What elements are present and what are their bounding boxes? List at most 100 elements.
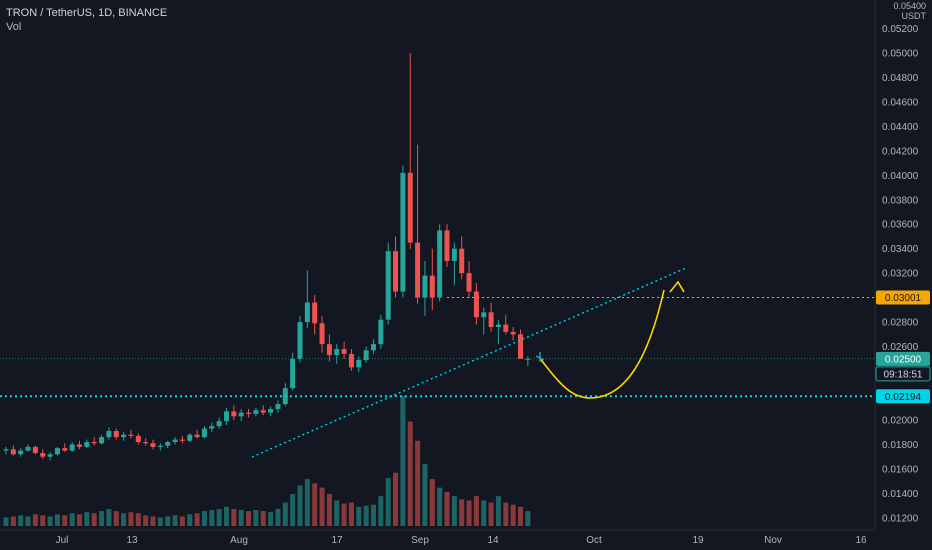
- candle-body[interactable]: [238, 412, 244, 417]
- candle-body[interactable]: [312, 302, 318, 324]
- candle-body[interactable]: [268, 408, 274, 413]
- candle-body[interactable]: [451, 248, 457, 261]
- volume-bar: [356, 506, 362, 526]
- volume-indicator-label[interactable]: Vol: [6, 21, 22, 33]
- candle-body[interactable]: [510, 331, 516, 335]
- candle-body[interactable]: [32, 446, 38, 454]
- candle-body[interactable]: [363, 350, 369, 361]
- candle-body[interactable]: [341, 349, 347, 354]
- candle-body[interactable]: [128, 434, 134, 436]
- candle-body[interactable]: [62, 448, 68, 451]
- candle-body[interactable]: [40, 453, 46, 457]
- candle-body[interactable]: [25, 446, 31, 451]
- price-tick-label: 0.02000: [882, 416, 919, 427]
- projection-curve[interactable]: [538, 289, 665, 399]
- candle-body[interactable]: [356, 360, 362, 368]
- candle-body[interactable]: [334, 349, 340, 356]
- candle-body[interactable]: [209, 426, 215, 429]
- candle-body[interactable]: [371, 344, 376, 351]
- price-tick-label: 0.03600: [882, 220, 919, 231]
- resistance-badge-label: 0.03001: [885, 293, 922, 304]
- candle-body[interactable]: [143, 442, 149, 444]
- candle-body[interactable]: [518, 334, 523, 359]
- candle-body[interactable]: [135, 435, 141, 443]
- volume-bar: [297, 485, 303, 526]
- symbol-title[interactable]: TRON / TetherUS, 1D, BINANCE: [6, 7, 168, 19]
- candle-body[interactable]: [400, 172, 406, 292]
- candle-body[interactable]: [326, 344, 332, 356]
- candle-body[interactable]: [165, 442, 171, 446]
- candle-body[interactable]: [3, 449, 9, 451]
- price-tick-label: 0.04400: [882, 122, 919, 133]
- candle-body[interactable]: [495, 324, 501, 328]
- candle-body[interactable]: [393, 251, 399, 292]
- time-tick-label: Oct: [586, 535, 602, 546]
- candle-body[interactable]: [466, 273, 472, 292]
- time-tick-label: 14: [487, 535, 499, 546]
- candle-body[interactable]: [525, 358, 531, 360]
- volume-bar: [179, 516, 185, 526]
- candle-body[interactable]: [187, 434, 193, 441]
- candle-body[interactable]: [231, 411, 237, 417]
- volume-bar: [25, 516, 31, 526]
- volume-bar: [488, 502, 494, 526]
- candle-body[interactable]: [503, 324, 509, 332]
- candle-body[interactable]: [304, 302, 310, 323]
- candle-body[interactable]: [91, 442, 97, 444]
- price-tick-label: 0.05000: [882, 48, 919, 59]
- candle-body[interactable]: [429, 275, 435, 298]
- candle-body[interactable]: [260, 410, 266, 413]
- volume-bar: [473, 496, 479, 526]
- volume-bar: [415, 440, 421, 526]
- volume-bar: [143, 515, 149, 526]
- candle-body[interactable]: [106, 431, 112, 438]
- candle-body[interactable]: [378, 319, 384, 345]
- candle-body[interactable]: [253, 410, 259, 414]
- candle-body[interactable]: [415, 242, 421, 298]
- price-top-label: 0.05400: [893, 1, 926, 11]
- candle-body[interactable]: [437, 230, 443, 298]
- candle-body[interactable]: [407, 172, 413, 243]
- candle-body[interactable]: [348, 353, 354, 368]
- candle-body[interactable]: [224, 411, 229, 422]
- volume-bar: [238, 510, 244, 526]
- price-tick-label: 0.04000: [882, 171, 919, 182]
- volume-bar: [135, 513, 141, 526]
- volume-bar: [47, 516, 53, 526]
- candle-body[interactable]: [481, 312, 487, 318]
- candle-body[interactable]: [290, 358, 296, 389]
- candle-body[interactable]: [319, 323, 325, 345]
- volume-bar: [275, 508, 281, 526]
- candle-body[interactable]: [157, 445, 163, 447]
- candlestick-series[interactable]: [3, 52, 531, 461]
- trendline[interactable]: [251, 267, 687, 458]
- candle-body[interactable]: [69, 444, 75, 451]
- candle-body[interactable]: [99, 437, 105, 444]
- candle-body[interactable]: [54, 448, 60, 455]
- candle-body[interactable]: [179, 439, 185, 441]
- candle-body[interactable]: [10, 449, 16, 455]
- candle-body[interactable]: [18, 450, 24, 455]
- candle-body[interactable]: [459, 248, 465, 274]
- candle-body[interactable]: [297, 322, 303, 359]
- volume-bar: [113, 511, 119, 526]
- candle-body[interactable]: [84, 442, 90, 447]
- candle-body[interactable]: [473, 291, 479, 318]
- candle-body[interactable]: [150, 443, 156, 447]
- candle-body[interactable]: [47, 454, 53, 457]
- candle-body[interactable]: [77, 444, 82, 447]
- candle-body[interactable]: [201, 428, 207, 438]
- candle-body[interactable]: [246, 412, 252, 414]
- candle-body[interactable]: [172, 439, 178, 443]
- candle-body[interactable]: [113, 431, 119, 438]
- candle-body[interactable]: [216, 421, 222, 427]
- candle-body[interactable]: [121, 434, 127, 438]
- candle-body[interactable]: [275, 404, 281, 409]
- candle-body[interactable]: [385, 251, 391, 320]
- last-price-badge-label: 0.02500: [885, 354, 922, 365]
- candle-body[interactable]: [488, 312, 494, 328]
- candle-body[interactable]: [444, 230, 450, 261]
- candle-body[interactable]: [194, 434, 200, 438]
- candle-body[interactable]: [422, 275, 428, 298]
